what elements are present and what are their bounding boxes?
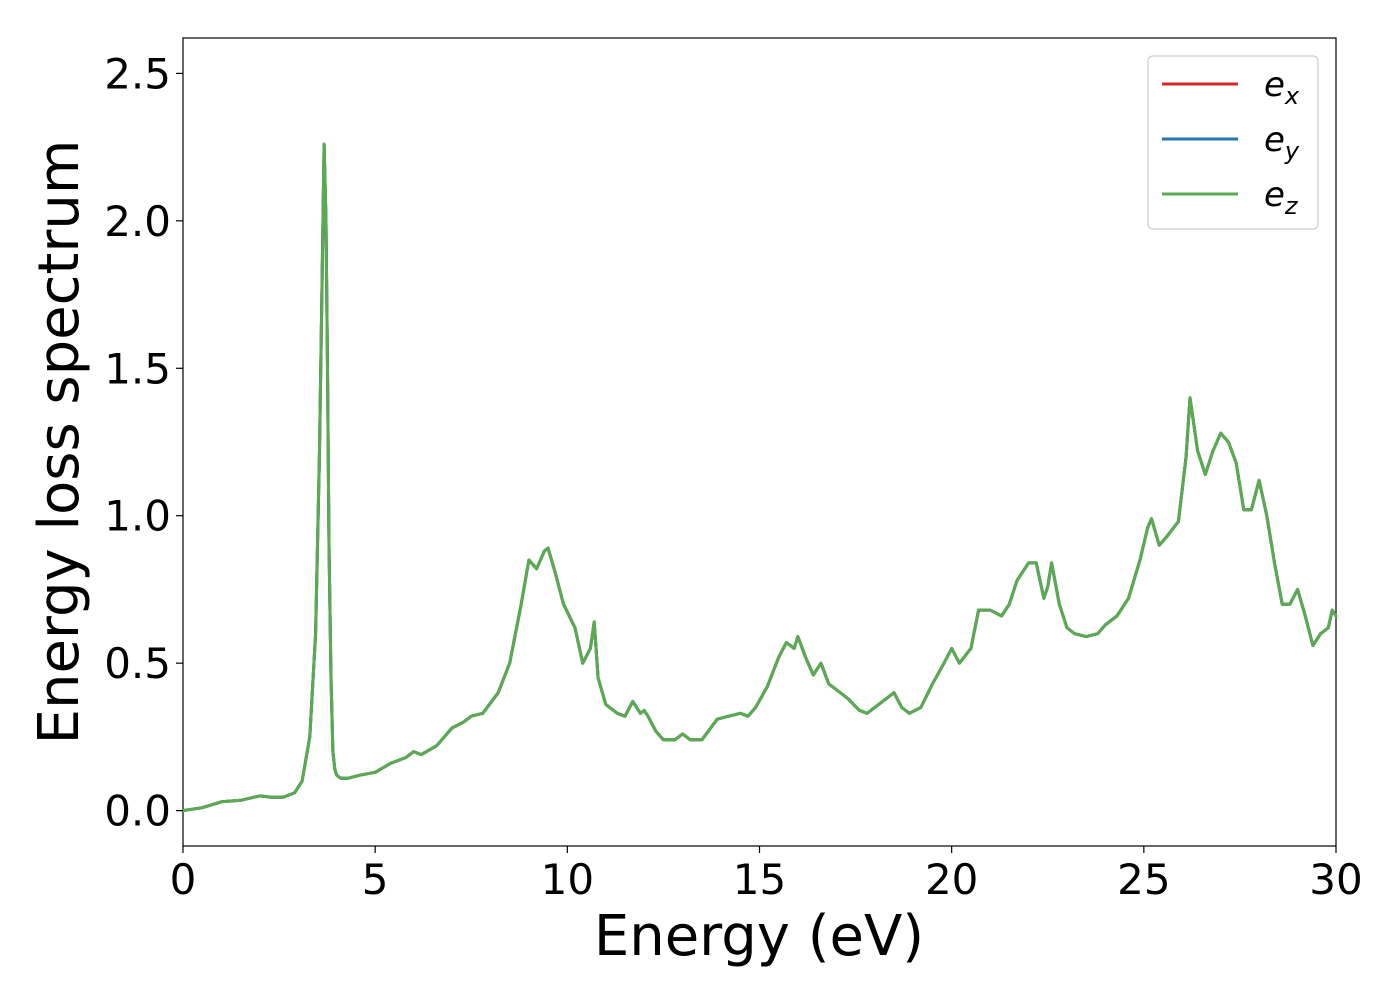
plot-area [182, 37, 1337, 847]
x-axis-ticks: 0 5 10 15 20 25 30 [170, 846, 1363, 904]
y-tick-label: 2.0 [104, 197, 171, 246]
y-tick-label: 0.5 [104, 639, 171, 688]
legend-frame [1147, 55, 1319, 230]
y-tick-label: 1.0 [104, 492, 171, 541]
series-layer [181, 142, 1338, 813]
x-tick-label: 10 [541, 855, 594, 904]
x-tick-label: 30 [1309, 855, 1362, 904]
series-line-e-z [181, 142, 1338, 813]
y-tick-label: 1.5 [104, 344, 171, 393]
x-axis-title: Energy (eV) [594, 904, 924, 969]
x-tick-label: 25 [1117, 855, 1170, 904]
y-axis-title: Energy loss spectrum [27, 140, 92, 745]
x-tick-label: 20 [925, 855, 978, 904]
y-tick-label: 0.0 [104, 787, 171, 836]
x-tick-label: 5 [362, 855, 389, 904]
x-tick-label: 15 [733, 855, 786, 904]
x-tick-label: 0 [170, 855, 197, 904]
y-tick-label: 2.5 [104, 49, 171, 98]
y-axis-ticks: 0.0 0.5 1.0 1.5 2.0 2.5 [104, 49, 183, 836]
